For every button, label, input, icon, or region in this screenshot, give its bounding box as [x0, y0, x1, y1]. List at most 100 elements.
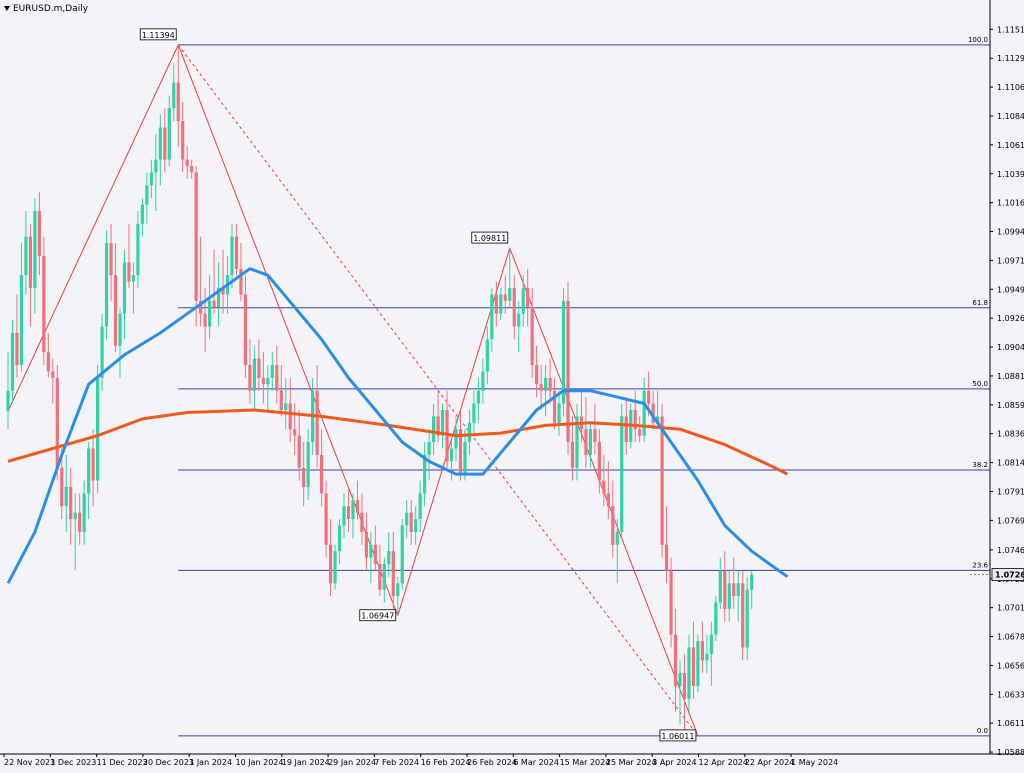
candle-body [700, 641, 704, 661]
candle-body [270, 365, 274, 378]
candle-body [109, 243, 113, 276]
candle-body [575, 416, 579, 468]
candle-body [535, 365, 539, 385]
time-tick-label: 3 Apr 2024 [652, 758, 696, 767]
time-tick-label: 1 Jan 2024 [189, 758, 232, 767]
candle-body [324, 493, 328, 545]
candle-body [275, 365, 279, 391]
price-tick-label: 1.06560 [997, 661, 1024, 670]
price-tick-label: 1.05885 [997, 748, 1024, 757]
candle-body [705, 653, 709, 661]
candle-body [208, 300, 212, 327]
candle-body [234, 236, 239, 269]
candle-body [593, 429, 597, 443]
time-tick-label: 15 Mar 2024 [560, 758, 611, 767]
swing-label: 1.11394 [142, 31, 175, 40]
candle-body [544, 377, 548, 391]
candle-body [669, 570, 673, 635]
time-tick-label: 16 Feb 2024 [421, 758, 471, 767]
candle-body [55, 377, 59, 468]
candle-body [440, 409, 445, 436]
candle-body [60, 467, 64, 507]
time-tick-label: 7 Feb 2024 [374, 758, 419, 767]
price-tick-label: 1.09940 [997, 228, 1024, 237]
candle-body [673, 634, 678, 686]
dropdown-triangle-icon [4, 6, 10, 11]
candle-body [24, 236, 28, 276]
time-tick-label: 10 Jan 2024 [236, 758, 284, 767]
candle-body [499, 294, 503, 314]
candle-body [279, 390, 283, 410]
candle-body [642, 390, 646, 436]
candle-body [418, 493, 422, 520]
time-tick-label: 1 Dec 2023 [50, 758, 96, 767]
candle-body [154, 159, 158, 173]
candle-body [557, 403, 561, 423]
time-tick-label: 12 Apr 2024 [699, 758, 748, 767]
candle-body [727, 583, 731, 609]
candle-body [588, 429, 592, 455]
swing-label: 1.06011 [661, 732, 694, 741]
candle-body [427, 442, 431, 455]
time-tick-label: 26 Feb 2024 [467, 758, 517, 767]
candle-body [190, 166, 194, 173]
candle-body [490, 294, 494, 340]
candle-body [732, 583, 736, 597]
candle-body [315, 390, 319, 455]
candle-body [302, 467, 306, 487]
price-tick-label: 1.11515 [997, 25, 1024, 34]
candle-body [423, 454, 427, 494]
candle-body [342, 506, 346, 526]
candle-body [664, 544, 669, 571]
candle-body [78, 512, 82, 532]
candle-body [346, 506, 351, 520]
candle-body [647, 390, 651, 404]
price-tick-label: 1.09265 [997, 314, 1024, 323]
candle-body [355, 499, 360, 513]
price-tick-label: 1.11290 [997, 54, 1024, 63]
candles [6, 44, 754, 736]
candle-body [463, 442, 467, 475]
time-tick-label: 25 Mar 2024 [606, 758, 657, 767]
price-tick-label: 1.10615 [997, 141, 1024, 150]
candle-body [333, 551, 337, 584]
price-tick-label: 1.10165 [997, 199, 1024, 208]
candle-body [391, 551, 395, 597]
time-tick-label: 19 Jan 2024 [282, 758, 330, 767]
time-tick-label: 22 Nov 2023 [4, 758, 55, 767]
candle-body [432, 416, 436, 443]
price-tick-label: 1.10840 [997, 112, 1024, 121]
candle-body [597, 442, 601, 481]
candle-body [396, 583, 400, 597]
candle-body [387, 551, 391, 565]
zigzag-segment [7, 44, 179, 412]
candle-body [221, 288, 225, 295]
candle-body [306, 442, 310, 487]
candle-body [28, 236, 32, 289]
swing-label-box [139, 28, 177, 41]
candle-body [364, 531, 368, 558]
candle-body [230, 236, 234, 276]
candle-body [167, 108, 171, 160]
swing-label-box [359, 609, 397, 622]
candle-body [472, 403, 476, 423]
candle-body [606, 493, 610, 507]
candle-body [714, 602, 718, 635]
candle-body [360, 512, 364, 532]
candle-body [405, 512, 409, 526]
candle-body [140, 204, 144, 224]
ma-slow-line [7, 408, 789, 476]
time-tick-label: 29 Jan 2024 [328, 758, 376, 767]
price-tick-label: 1.11065 [997, 83, 1024, 92]
candle-body [503, 294, 507, 301]
candle-body [369, 544, 373, 558]
time-tick-label: 20 Dec 2023 [143, 758, 194, 767]
candle-body [476, 390, 480, 404]
candle-body [521, 288, 525, 314]
candle-body [261, 377, 265, 385]
candle-body [248, 365, 252, 391]
candle-body [69, 486, 73, 520]
